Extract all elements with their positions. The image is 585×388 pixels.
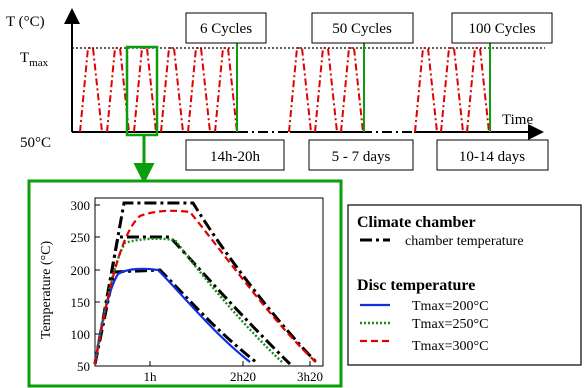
tmax-label-main: T: [20, 50, 29, 66]
zoom-panel: 300 250 200 150 100 50 1h 2h20 3h20 Temp…: [27, 179, 343, 388]
top-timeline: T (°C) Tmax 50°C Time 6 Cycles 50 Cycles…: [6, 8, 553, 171]
legend-label-300: Tmax=300°C: [412, 339, 489, 354]
zoom-panel-frame: [27, 179, 343, 388]
duration-box-3-frame: [436, 139, 549, 171]
duration-box-2: 5 - 7 days: [308, 139, 414, 171]
cycle-box-100-frame: [451, 12, 553, 44]
cycle-box-50: 50 Cycles: [311, 12, 414, 44]
x-tick-1h: 1h: [144, 369, 158, 384]
base-temperature-label: 50°C: [20, 135, 51, 151]
legend-panel: Climate chamber chamber temperature Disc…: [347, 204, 582, 366]
cycle-group-1: [79, 47, 238, 133]
tmax-label-sub: max: [29, 57, 48, 69]
legend-disc-title: Disc temperature: [357, 277, 475, 294]
duration-box-1: 14h-20h: [185, 139, 285, 171]
cycle-curves: [79, 47, 490, 133]
cycle-box-6: 6 Cycles: [185, 12, 267, 44]
cycle-label-6: 6 Cycles: [200, 21, 252, 37]
duration-box-3: 10-14 days: [436, 139, 549, 171]
zoom-y-ticks: 300 250 200 150 100 50: [71, 198, 100, 374]
y-tick-250: 250: [71, 230, 91, 245]
cycle-group-3: [414, 47, 490, 133]
time-axis-label: Time: [502, 112, 533, 128]
zoom-plot-frame: [94, 197, 324, 367]
zoom-curves: [93, 201, 320, 366]
x-tick-2h20: 2h20: [230, 369, 256, 384]
cycle-box-100: 100 Cycles: [451, 12, 553, 44]
legend-label-200: Tmax=200°C: [412, 299, 489, 314]
chamber-curve-200: [93, 268, 257, 365]
tmax-label: Tmax: [20, 50, 49, 69]
y-tick-150: 150: [71, 295, 91, 310]
cycle-box-50-frame: [311, 12, 414, 44]
disc-curve-300: [93, 209, 319, 365]
chamber-curve-300: [93, 201, 320, 366]
legend-climate-title: Climate chamber: [357, 214, 476, 231]
y-tick-50: 50: [77, 359, 90, 374]
zoom-x-ticks: 1h 2h20 3h20: [144, 361, 323, 384]
duration-label-2: 5 - 7 days: [332, 149, 391, 165]
duration-label-1: 14h-20h: [210, 149, 260, 165]
duration-box-1-frame: [185, 139, 285, 171]
chamber-curve-250: [93, 235, 292, 366]
legend-label-250: Tmax=250°C: [412, 317, 489, 332]
cycle-label-100: 100 Cycles: [468, 21, 535, 37]
legend-frame: [347, 204, 582, 366]
duration-label-3: 10-14 days: [459, 149, 525, 165]
cycle-group-2: [288, 47, 364, 133]
legend-chamber-label: chamber temperature: [405, 234, 524, 249]
top-y-axis-label: T (°C): [6, 14, 45, 30]
cycle-box-6-frame: [185, 12, 267, 44]
y-tick-100: 100: [71, 327, 91, 342]
x-tick-3h20: 3h20: [297, 369, 323, 384]
zoom-selection-box: [125, 45, 159, 137]
y-tick-300: 300: [71, 198, 91, 213]
cycle-label-50: 50 Cycles: [332, 21, 392, 37]
disc-curve-250: [93, 237, 283, 365]
y-tick-200: 200: [71, 263, 91, 278]
duration-box-2-frame: [308, 139, 414, 171]
zoom-y-axis-label: Temperature (°C): [39, 241, 54, 340]
